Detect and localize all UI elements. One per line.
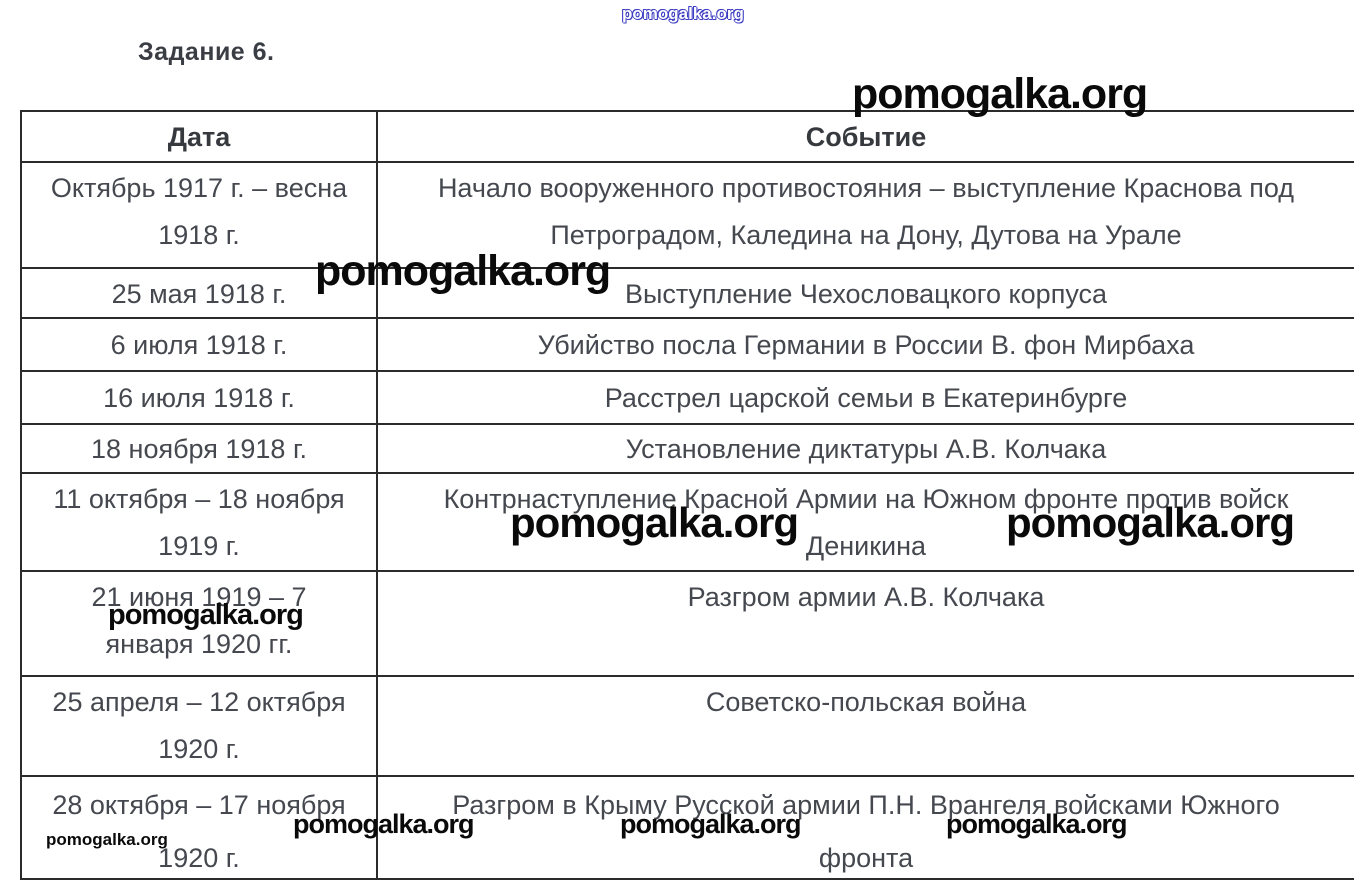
date-text: 6 июля 1918 г. bbox=[110, 330, 288, 360]
date-header-cell: Дата bbox=[22, 112, 378, 161]
events-table: Дата Событие Октябрь 1917 г. – весна 191… bbox=[20, 110, 1354, 880]
date-text: 21 июня 1919 – 7 января 1920 гг. bbox=[91, 582, 307, 659]
date-text: 16 июля 1918 г. bbox=[103, 383, 295, 413]
date-text: 25 мая 1918 г. bbox=[111, 278, 287, 309]
event-text: Разгром в Крыму Русской армии П.Н. Вранг… bbox=[452, 790, 1280, 873]
event-cell: Контрнаступление Красной Армии на Южном … bbox=[378, 474, 1354, 570]
watermark-row7: pomogalka.org bbox=[108, 599, 304, 631]
date-cell: 28 октября – 17 ноября 1920 г. bbox=[22, 777, 378, 878]
watermark-row9-center: pomogalka.org bbox=[620, 809, 802, 839]
date-cell: Октябрь 1917 г. – весна 1918 г. bbox=[22, 163, 378, 267]
event-cell: Убийство посла Германии в России В. фон … bbox=[378, 319, 1354, 370]
date-cell: 25 мая 1918 г. bbox=[22, 269, 378, 317]
table-row: 6 июля 1918 г. Убийство посла Германии в… bbox=[22, 319, 1354, 372]
date-cell: 16 июля 1918 г. bbox=[22, 372, 378, 423]
event-text: Расстрел царской семьи в Екатеринбурге bbox=[604, 383, 1128, 413]
watermark-row9-right: pomogalka.org bbox=[946, 809, 1128, 839]
table-row: 28 октября – 17 ноября 1920 г. Разгром в… bbox=[22, 777, 1354, 880]
table-row: 21 июня 1919 – 7 января 1920 гг. Разгром… bbox=[22, 572, 1354, 677]
event-header-cell: Событие bbox=[378, 112, 1354, 161]
table-row: Октябрь 1917 г. – весна 1918 г. Начало в… bbox=[22, 163, 1354, 269]
watermark-header: pomogalka.org bbox=[852, 70, 1148, 118]
date-text: 11 октября – 18 ноября 1919 г. bbox=[53, 484, 345, 561]
date-cell: 18 ноября 1918 г. bbox=[22, 425, 378, 472]
date-cell: 6 июля 1918 г. bbox=[22, 319, 378, 370]
date-text: 25 апреля – 12 октября 1920 г. bbox=[52, 687, 346, 764]
date-cell: 25 апреля – 12 октября 1920 г. bbox=[22, 677, 378, 775]
table-row: 25 мая 1918 г. Выступление Чехословацког… bbox=[22, 269, 1354, 319]
watermark-row9-left: pomogalka.org bbox=[293, 809, 475, 839]
event-cell: Начало вооруженного противостояния – выс… bbox=[378, 163, 1354, 267]
event-cell: Советско-польская война bbox=[378, 677, 1354, 775]
event-text: Начало вооруженного противостояния – выс… bbox=[437, 173, 1295, 250]
date-text: 28 октября – 17 ноября 1920 г. bbox=[52, 790, 346, 873]
table-row: 11 октября – 18 ноября 1919 г. Контрнаст… bbox=[22, 474, 1354, 572]
event-cell: Разгром армии А.В. Колчака bbox=[378, 572, 1354, 675]
event-text: Советско-польская война bbox=[705, 687, 1027, 717]
date-header-label: Дата bbox=[167, 121, 231, 152]
event-cell: Расстрел царской семьи в Екатеринбурге bbox=[378, 372, 1354, 423]
date-cell: 11 октября – 18 ноября 1919 г. bbox=[22, 474, 378, 570]
watermark-bottom-left: pomogalka.org bbox=[46, 830, 168, 849]
event-text: Выступление Чехословацкого корпуса bbox=[624, 278, 1108, 309]
event-text: Убийство посла Германии в России В. фон … bbox=[537, 330, 1195, 360]
event-text: Разгром армии А.В. Колчака bbox=[687, 582, 1045, 612]
date-text: Октябрь 1917 г. – весна 1918 г. bbox=[50, 173, 348, 250]
table-row: 18 ноября 1918 г. Установление диктатуры… bbox=[22, 425, 1354, 474]
date-text: 18 ноября 1918 г. bbox=[91, 434, 307, 464]
event-cell: Установление диктатуры А.В. Колчака bbox=[378, 425, 1354, 472]
event-cell: Разгром в Крыму Русской армии П.Н. Вранг… bbox=[378, 777, 1354, 878]
watermark-row6-left: pomogalka.org bbox=[510, 499, 799, 546]
event-cell: Выступление Чехословацкого корпуса bbox=[378, 269, 1354, 317]
watermark-top: pomogalka.org bbox=[622, 4, 744, 23]
watermark-row6-right: pomogalka.org bbox=[1006, 499, 1295, 546]
page-title: Задание 6. bbox=[138, 38, 275, 66]
date-cell: 21 июня 1919 – 7 января 1920 гг. bbox=[22, 572, 378, 675]
table-row: 16 июля 1918 г. Расстрел царской семьи в… bbox=[22, 372, 1354, 425]
event-header-label: Событие bbox=[805, 121, 927, 152]
event-text: Установление диктатуры А.В. Колчака bbox=[625, 434, 1107, 464]
table-row: 25 апреля – 12 октября 1920 г. Советско-… bbox=[22, 677, 1354, 777]
table-header-row: Дата Событие bbox=[22, 112, 1354, 163]
watermark-row2: pomogalka.org bbox=[315, 247, 611, 295]
event-text: Контрнаступление Красной Армии на Южном … bbox=[443, 484, 1289, 561]
